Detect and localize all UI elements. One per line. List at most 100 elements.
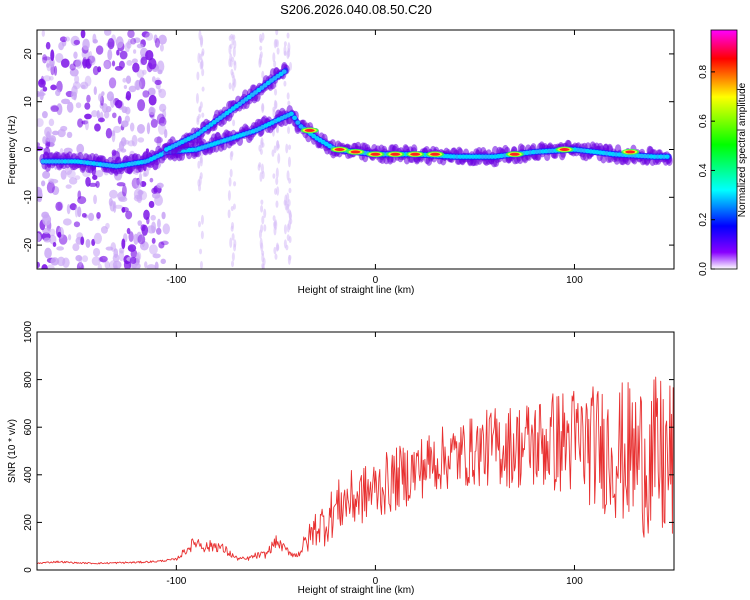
heatmap-cell (42, 54, 48, 64)
heatmap-cell (199, 260, 203, 269)
heatmap-cell (137, 123, 145, 134)
heatmap-cell (152, 253, 161, 259)
snr-panel: -100 0 100 0 200 400 600 800 1000 Height of str… (7, 320, 675, 596)
snr-y-tick-label: 0 (23, 567, 34, 573)
heatmap-cell (233, 181, 237, 187)
heatmap-cell (98, 93, 103, 102)
heatmap-cell (118, 250, 125, 262)
heatmap-cell (260, 199, 264, 205)
heatmap-cell (57, 231, 62, 238)
heatmap-cell (37, 261, 41, 269)
heatmap-cell (119, 50, 128, 60)
heatmap-cell (232, 34, 236, 41)
heatmap-cell (49, 228, 56, 237)
heatmap-cell (46, 63, 50, 68)
heatmap-cell (56, 246, 65, 251)
heatmap-cell (92, 39, 98, 44)
heatmap-cell (146, 166, 151, 171)
heatmap-cell (105, 246, 114, 251)
heatmap-cell (261, 250, 265, 256)
heatmap-cell (157, 122, 166, 135)
heatmap-cell (78, 256, 83, 268)
heatmap-cell (46, 181, 55, 194)
heatmap-cell (42, 86, 48, 92)
heatmap-cell (232, 46, 236, 58)
heatmap-cell (113, 265, 119, 269)
heatmap-cell (274, 100, 278, 109)
heatmap-cell (129, 256, 137, 265)
heatmap-cell (161, 211, 166, 220)
heatmap-cell (113, 125, 122, 134)
spectrogram-y-tick-label: 0 (23, 146, 34, 152)
heatmap-cell (50, 105, 59, 113)
heatmap-cell (142, 90, 150, 98)
heatmap-cell (84, 102, 91, 110)
heatmap-cell (48, 76, 54, 81)
heatmap-cell (108, 77, 117, 89)
heatmap-cell (287, 126, 291, 135)
heatmap-cell (133, 49, 137, 54)
heatmap-cell (42, 136, 47, 145)
snr-x-tick-label: 100 (566, 576, 583, 587)
heatmap-cell (110, 96, 115, 108)
heatmap-cell (75, 102, 82, 109)
heatmap-cell (131, 58, 138, 64)
heatmap-cell (229, 237, 233, 249)
heatmap-cell (77, 190, 82, 200)
heatmap-cell (42, 56, 51, 61)
heatmap-cell (37, 232, 41, 242)
heatmap-cell (137, 99, 146, 112)
heatmap-cell (259, 38, 263, 44)
heatmap-cell (232, 203, 236, 210)
heatmap-cell (128, 231, 134, 243)
heatmap-cell (60, 169, 67, 180)
heatmap-cell (66, 169, 76, 179)
heatmap-cell (281, 69, 287, 74)
heatmap-cell (231, 260, 235, 268)
heatmap-cell (259, 171, 263, 182)
heatmap-cell (133, 233, 139, 245)
heatmap-cell (141, 31, 150, 38)
heatmap-cell (283, 50, 287, 57)
spectrogram-x-label: Height of straight line (km) (298, 285, 415, 296)
heatmap-cell (230, 225, 234, 232)
heatmap-cell (273, 145, 277, 154)
heatmap-cell (200, 35, 204, 46)
heatmap-cell (289, 111, 294, 117)
heatmap-cell (201, 112, 205, 118)
heatmap-cell (76, 143, 85, 154)
heatmap-cell (73, 51, 78, 59)
heatmap-cell (286, 92, 290, 100)
heatmap-cell (107, 38, 115, 50)
heatmap-cell (197, 52, 201, 64)
colorbar-tick-label: 0.6 (698, 114, 709, 128)
heatmap-cell (94, 123, 101, 132)
snr-x-ticks: -100 0 100 (166, 332, 583, 587)
heatmap-cell (229, 168, 233, 178)
heatmap-cell (77, 118, 84, 128)
heatmap-cell (37, 146, 44, 152)
heatmap-cell (144, 261, 148, 269)
snr-y-tick-label: 600 (23, 418, 34, 435)
heatmap-cell (390, 152, 401, 156)
heatmap-cell (105, 127, 113, 139)
heatmap-cell (273, 226, 277, 236)
heatmap-cell (68, 177, 78, 185)
heatmap-cell (273, 221, 277, 229)
heatmap-cell (230, 150, 234, 157)
heatmap-cell (271, 149, 275, 157)
heatmap-cell (123, 139, 130, 145)
heatmap-cell (85, 238, 91, 248)
heatmap-cell (162, 223, 170, 235)
heatmap-cell (285, 244, 289, 251)
heatmap-cell (304, 128, 315, 132)
heatmap-cell (261, 102, 265, 112)
heatmap-cell (43, 237, 52, 243)
heatmap-cell (67, 234, 72, 241)
heatmap-cell (122, 77, 127, 83)
heatmap-cell (48, 118, 55, 127)
heatmap-cell (201, 86, 205, 92)
heatmap-cell (198, 105, 202, 113)
heatmap-cell (199, 172, 203, 180)
